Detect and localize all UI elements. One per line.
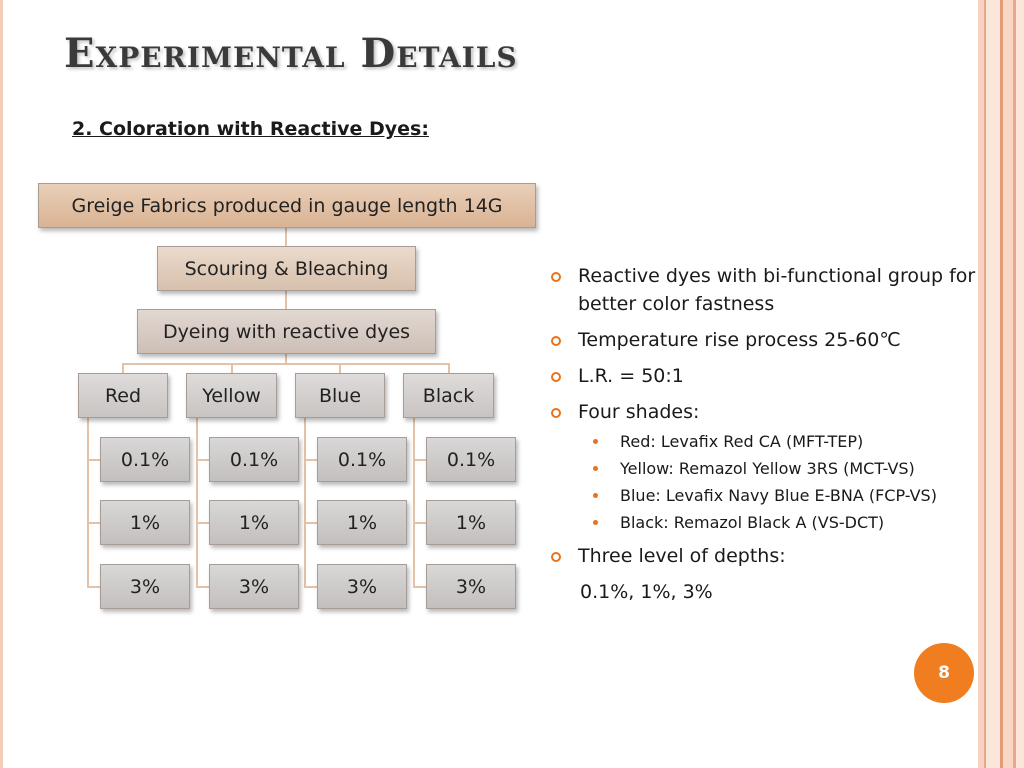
color-box-black: Black bbox=[403, 373, 494, 418]
connector-line bbox=[196, 586, 210, 588]
connector-line bbox=[231, 363, 233, 373]
sub-bullet-item: Blue: Levafix Navy Blue E-BNA (FCP-VS) bbox=[548, 482, 988, 509]
connector-line bbox=[87, 586, 101, 588]
sub-bullet-item: Red: Levafix Red CA (MFT-TEP) bbox=[548, 428, 988, 455]
left-border bbox=[0, 0, 3, 768]
color-box-red: Red bbox=[78, 373, 168, 418]
connector-line bbox=[196, 522, 210, 524]
depth-box: 3% bbox=[317, 564, 407, 609]
bullet-list: Reactive dyes with bi-functional group f… bbox=[548, 262, 988, 606]
connector-line bbox=[87, 522, 101, 524]
connector-line bbox=[87, 459, 101, 461]
depth-box: 3% bbox=[209, 564, 299, 609]
depth-box: 0.1% bbox=[317, 437, 407, 482]
connector-line bbox=[413, 522, 427, 524]
connector-line bbox=[285, 291, 287, 309]
connector-line bbox=[448, 363, 450, 373]
flow-root-box: Greige Fabrics produced in gauge length … bbox=[38, 183, 536, 228]
sub-bullet-item: Black: Remazol Black A (VS-DCT) bbox=[548, 509, 988, 536]
connector-line bbox=[122, 363, 124, 373]
connector-line bbox=[285, 354, 287, 364]
flow-step-scouring: Scouring & Bleaching bbox=[157, 246, 416, 291]
connector-line bbox=[339, 363, 341, 373]
decor-stripe bbox=[984, 0, 986, 768]
connector-line bbox=[196, 459, 210, 461]
connector-line bbox=[122, 363, 450, 365]
sub-bullet-item: Yellow: Remazol Yellow 3RS (MCT-VS) bbox=[548, 455, 988, 482]
bullet-continuation: 0.1%, 1%, 3% bbox=[580, 581, 713, 603]
connector-line bbox=[304, 522, 318, 524]
page-number-badge: 8 bbox=[914, 643, 974, 703]
decor-stripe bbox=[1000, 0, 1003, 768]
depth-box: 0.1% bbox=[100, 437, 190, 482]
decor-stripe bbox=[1013, 0, 1016, 768]
decor-stripe bbox=[978, 0, 984, 768]
decor-stripe bbox=[1003, 0, 1013, 768]
depth-box: 0.1% bbox=[426, 437, 516, 482]
color-box-yellow: Yellow bbox=[186, 373, 277, 418]
decor-stripe bbox=[1016, 0, 1024, 768]
sub-bullet-list: Red: Levafix Red CA (MFT-TEP) Yellow: Re… bbox=[548, 428, 988, 536]
connector-line bbox=[304, 459, 318, 461]
bullet-item: Reactive dyes with bi-functional group f… bbox=[548, 262, 988, 318]
connector-line bbox=[413, 586, 427, 588]
depth-box: 1% bbox=[100, 500, 190, 545]
depth-box: 3% bbox=[426, 564, 516, 609]
connector-line bbox=[87, 418, 89, 588]
bullet-item: Temperature rise process 25-60℃ bbox=[548, 326, 988, 354]
connector-line bbox=[304, 586, 318, 588]
decor-stripe bbox=[986, 0, 1000, 768]
depth-box: 0.1% bbox=[209, 437, 299, 482]
connector-line bbox=[304, 418, 306, 588]
bullet-item: Four shades: bbox=[548, 398, 988, 426]
depth-box: 1% bbox=[209, 500, 299, 545]
connector-line bbox=[413, 418, 415, 588]
slide-subtitle: 2. Coloration with Reactive Dyes: bbox=[72, 118, 429, 140]
depth-box: 1% bbox=[317, 500, 407, 545]
bullet-item: Three level of depths: bbox=[548, 542, 988, 570]
bullet-item: L.R. = 50:1 bbox=[548, 362, 988, 390]
color-box-blue: Blue bbox=[295, 373, 385, 418]
connector-line bbox=[413, 459, 427, 461]
connector-line bbox=[196, 418, 198, 588]
slide-title: Experimental Details bbox=[64, 30, 518, 77]
depth-box: 1% bbox=[426, 500, 516, 545]
flow-step-dyeing: Dyeing with reactive dyes bbox=[137, 309, 436, 354]
depth-box: 3% bbox=[100, 564, 190, 609]
connector-line bbox=[285, 228, 287, 246]
